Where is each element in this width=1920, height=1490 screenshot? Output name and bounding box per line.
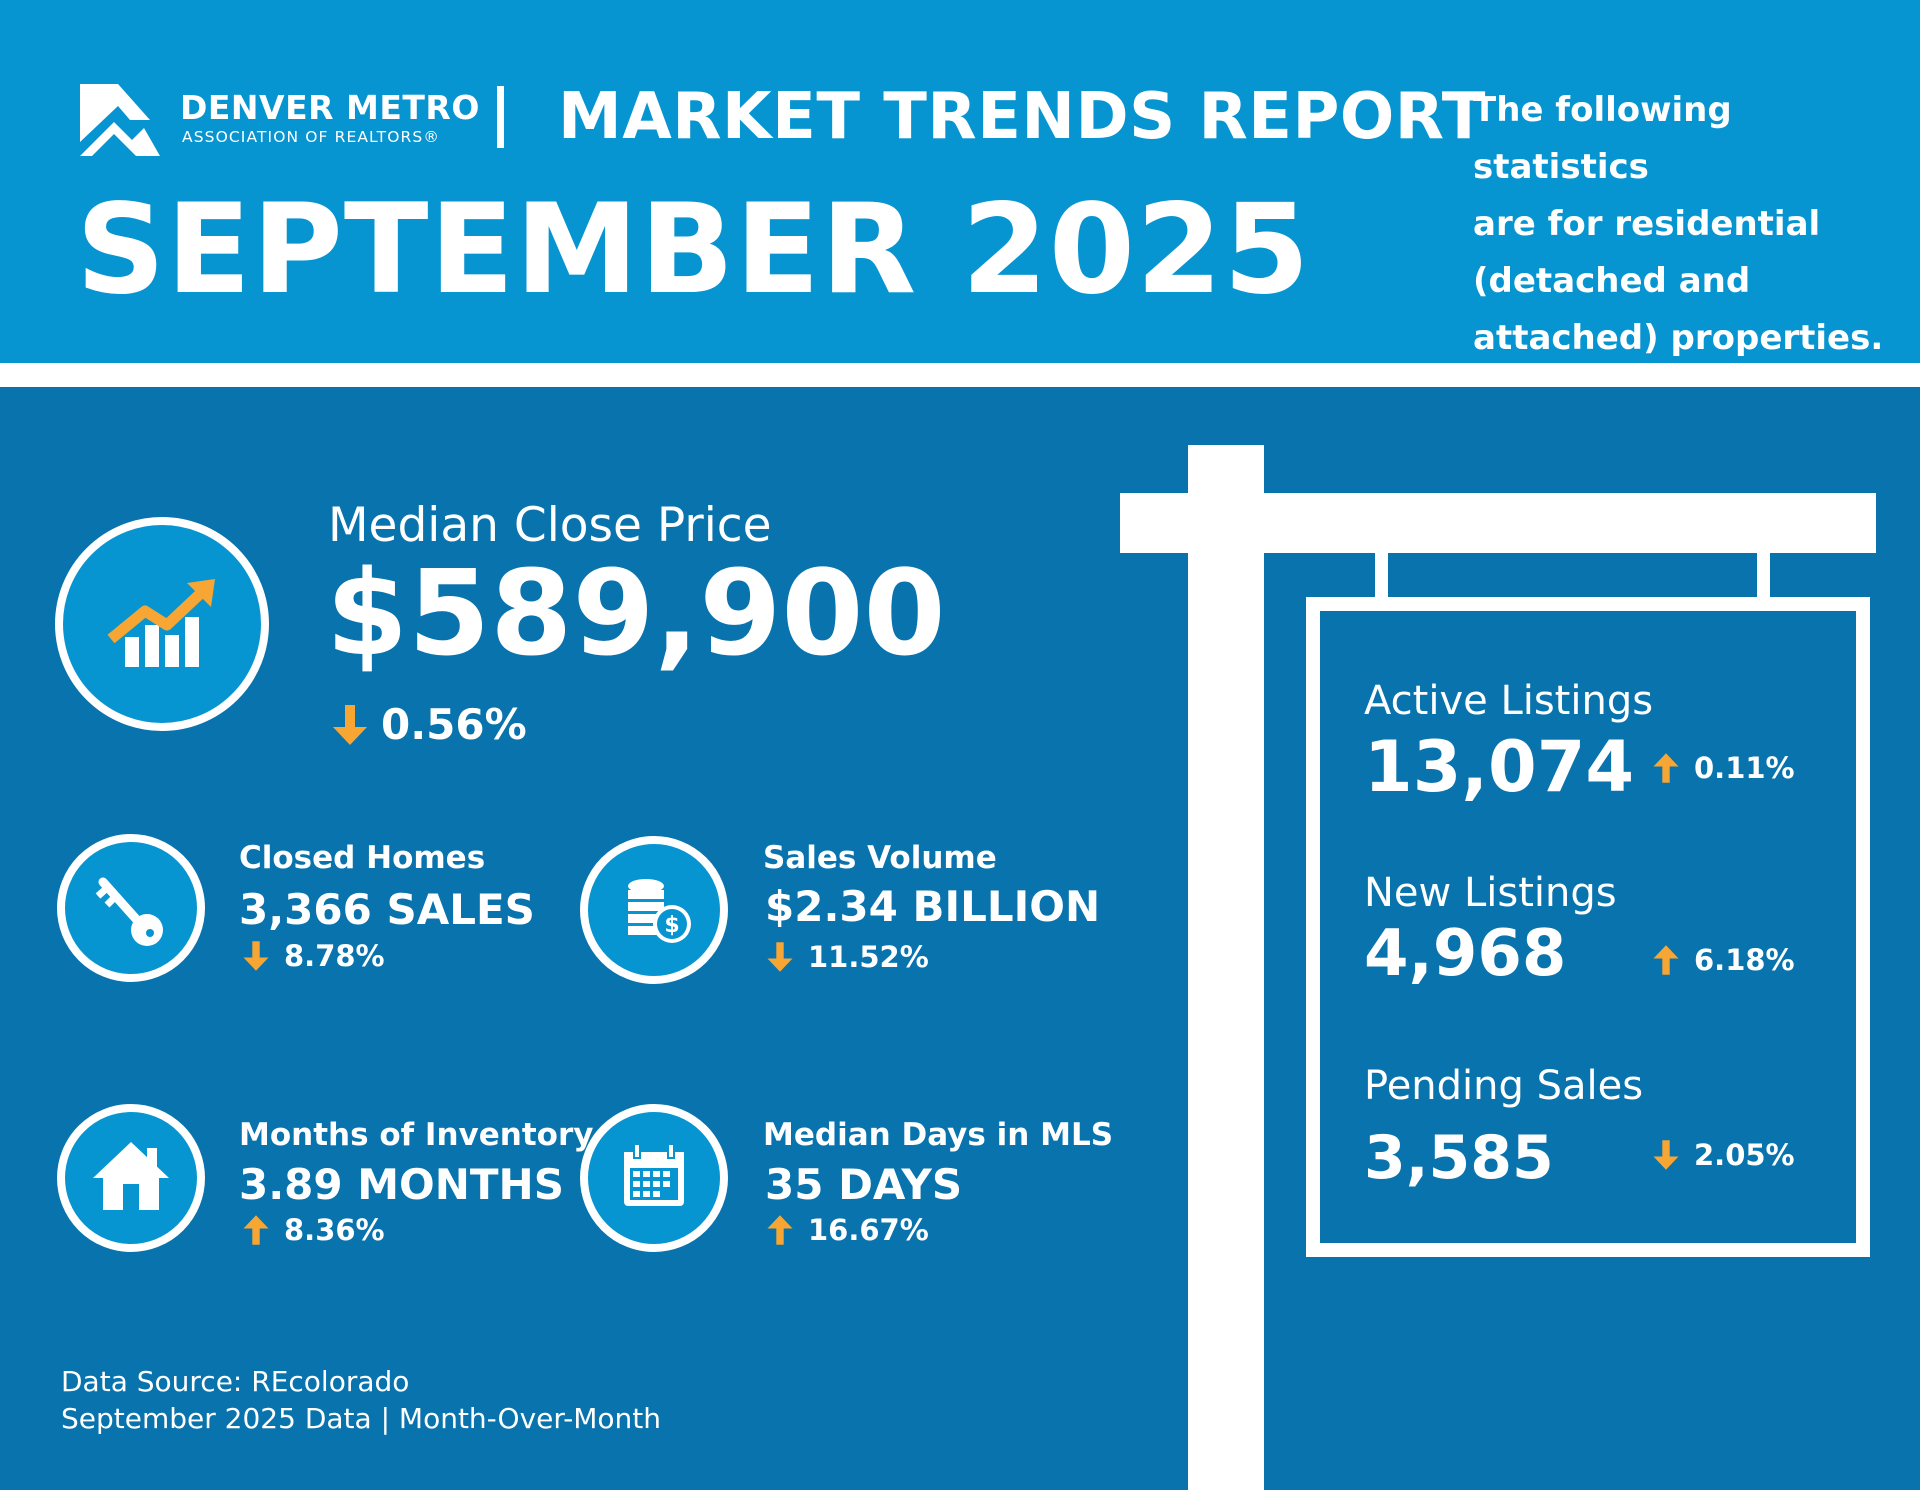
sign-hanger <box>1757 553 1770 598</box>
chart-growth-icon <box>55 517 269 731</box>
sign-board <box>1306 597 1870 1257</box>
active-listings-value: 13,074 <box>1364 726 1635 808</box>
key-icon <box>57 834 205 982</box>
median-days-value: 35 DAYS <box>765 1160 963 1209</box>
change-value: 8.78% <box>284 939 385 973</box>
title-divider <box>497 86 504 148</box>
pending-sales-value: 3,585 <box>1364 1123 1554 1193</box>
months-inventory-value: 3.89 MONTHS <box>239 1160 564 1209</box>
org-subtitle: ASSOCIATION OF REALTORS® <box>182 128 440 146</box>
arrow-down-icon <box>333 704 367 745</box>
new-listings-change: 6.18% <box>1652 943 1795 977</box>
intro-line: attached) properties. <box>1473 318 1884 358</box>
active-listings-label: Active Listings <box>1364 678 1654 724</box>
sign-hanger <box>1375 553 1388 598</box>
data-source: Data Source: REcolorado <box>61 1365 410 1398</box>
arrow-up-icon <box>243 1215 269 1245</box>
sales-volume-label: Sales Volume <box>763 840 997 876</box>
arrow-up-icon <box>1653 945 1679 975</box>
dmar-logo-icon <box>80 84 160 156</box>
sign-arm <box>1120 493 1876 553</box>
median-days-change: 16.67% <box>766 1213 929 1247</box>
active-listings-change: 0.11% <box>1652 751 1795 785</box>
arrow-down-icon <box>243 941 269 971</box>
intro-line: (detached and <box>1473 261 1751 301</box>
new-listings-value: 4,968 <box>1364 917 1567 991</box>
house-icon <box>57 1104 205 1252</box>
change-value: 8.36% <box>284 1213 385 1247</box>
org-name: DENVER METRO <box>180 88 480 127</box>
months-inventory-change: 8.36% <box>242 1213 385 1247</box>
median-close-price-change: 0.56% <box>331 700 527 749</box>
median-close-price-label: Median Close Price <box>328 498 772 553</box>
median-days-label: Median Days in MLS <box>763 1117 1114 1153</box>
arrow-down-icon <box>1653 1140 1679 1170</box>
arrow-up-icon <box>767 1215 793 1245</box>
month-title: SEPTEMBER 2025 <box>76 178 1311 322</box>
months-inventory-label: Months of Inventory <box>239 1117 594 1153</box>
sales-volume-change: 11.52% <box>766 940 929 974</box>
calendar-icon <box>580 1104 728 1252</box>
change-value: 16.67% <box>808 1213 929 1247</box>
change-value: 6.18% <box>1694 943 1795 977</box>
coins-icon: $ <box>580 836 728 984</box>
intro-line: are for residential <box>1473 204 1821 244</box>
pending-sales-label: Pending Sales <box>1364 1063 1644 1109</box>
header-separator <box>0 363 1920 387</box>
header: DENVER METRO ASSOCIATION OF REALTORS® MA… <box>0 0 1920 363</box>
change-value: 2.05% <box>1694 1138 1795 1172</box>
median-close-price-value: $589,900 <box>326 544 946 682</box>
change-value: 11.52% <box>808 940 929 974</box>
arrow-down-icon <box>767 942 793 972</box>
sign-post <box>1188 445 1264 1490</box>
svg-text:$: $ <box>664 913 679 938</box>
pending-sales-change: 2.05% <box>1652 1138 1795 1172</box>
arrow-up-icon <box>1653 753 1679 783</box>
closed-homes-change: 8.78% <box>242 939 385 973</box>
report-title: MARKET TRENDS REPORT <box>558 80 1486 154</box>
change-value: 0.11% <box>1694 751 1795 785</box>
closed-homes-label: Closed Homes <box>239 840 486 876</box>
closed-homes-value: 3,366 SALES <box>239 885 535 934</box>
footer-notes: Data Source: REcolorado September 2025 D… <box>61 1363 661 1437</box>
change-value: 0.56% <box>381 700 527 749</box>
new-listings-label: New Listings <box>1364 870 1617 916</box>
intro-text: The following statistics are for residen… <box>1473 82 1903 367</box>
intro-line: The following statistics <box>1473 90 1732 187</box>
data-period: September 2025 Data | Month-Over-Month <box>61 1402 661 1435</box>
sales-volume-value: $2.34 BILLION <box>765 882 1101 931</box>
